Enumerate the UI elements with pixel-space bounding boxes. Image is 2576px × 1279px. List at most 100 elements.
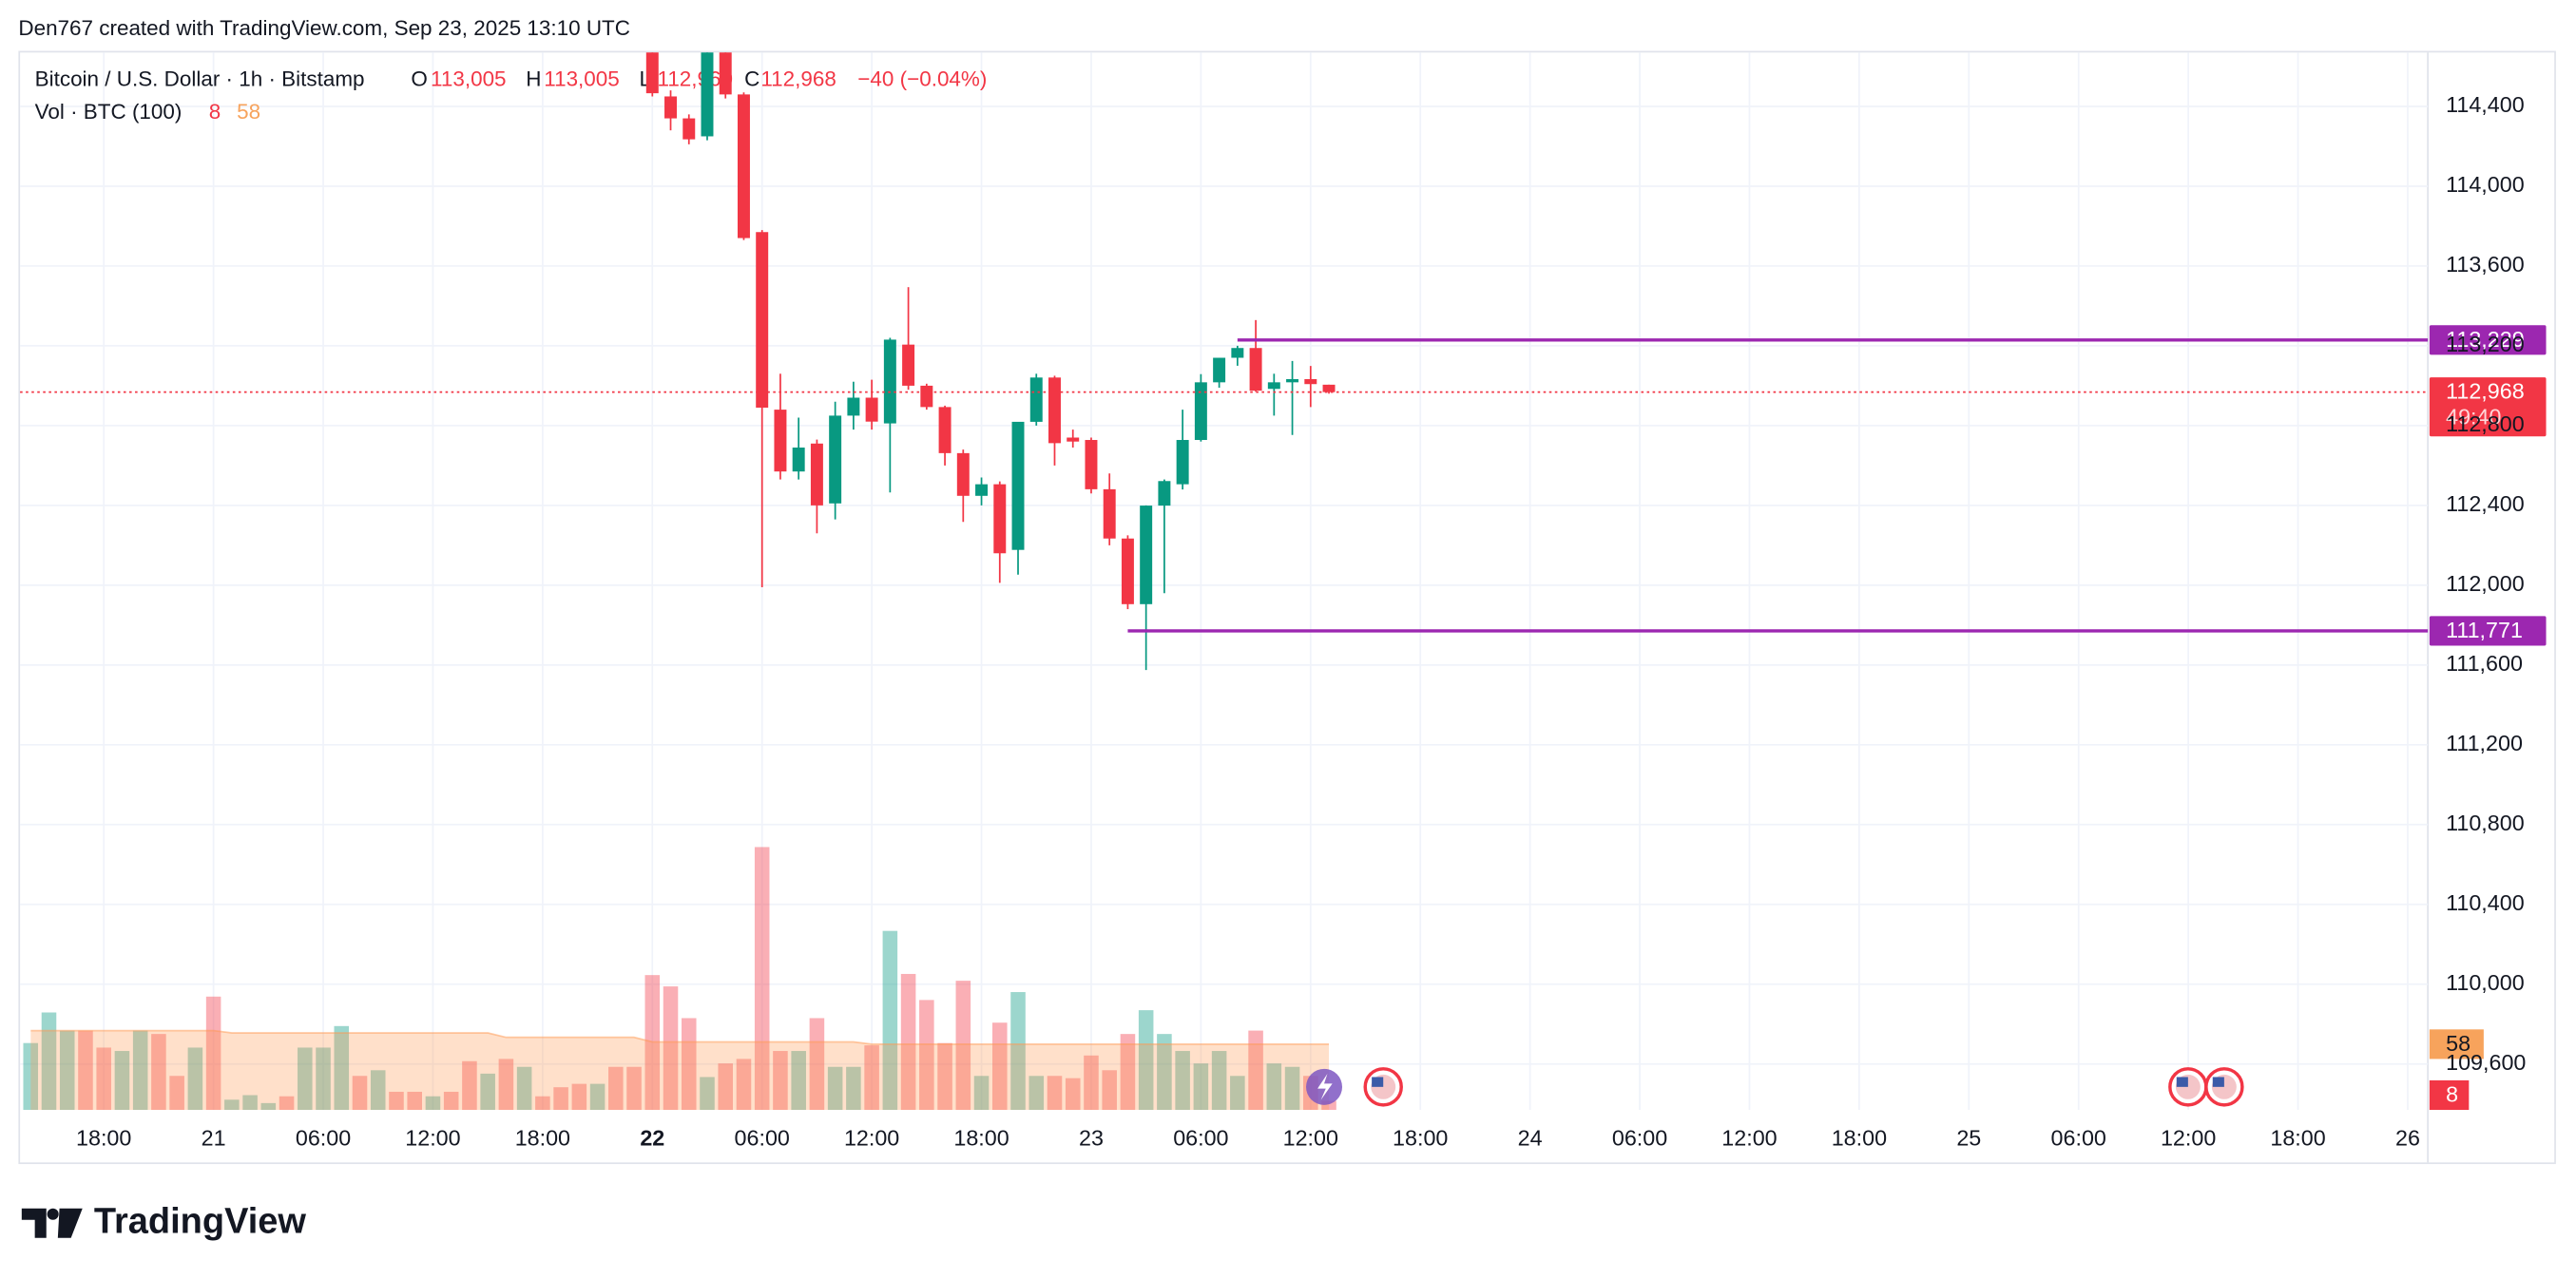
volume-bar xyxy=(608,1066,624,1111)
candle-body xyxy=(701,52,714,137)
volume-bar xyxy=(1084,1055,1099,1111)
last-price-label: 112,968 xyxy=(2446,379,2525,404)
volume-bar xyxy=(516,1066,532,1111)
volume-bar xyxy=(260,1102,277,1111)
volume-bar xyxy=(224,1099,240,1111)
candle-body xyxy=(847,397,860,416)
y-tick-label: 112,000 xyxy=(2446,571,2525,596)
volume-bar xyxy=(1284,1066,1300,1111)
ohlc-key: O xyxy=(411,67,427,91)
volume-bar xyxy=(78,1030,93,1111)
candle-body xyxy=(1140,506,1153,604)
x-tick-label: 12:00 xyxy=(405,1125,460,1150)
x-tick-label: 18:00 xyxy=(76,1125,131,1150)
candle-body xyxy=(664,96,678,119)
candle-body xyxy=(682,118,696,140)
candle-body xyxy=(975,484,989,496)
volume-bar xyxy=(1138,1010,1154,1111)
x-tick-label: 06:00 xyxy=(1612,1125,1667,1150)
y-tick-label: 112,400 xyxy=(2446,491,2525,516)
candle-body xyxy=(1121,538,1134,604)
volume-bar xyxy=(791,1051,806,1111)
candle-body xyxy=(1158,481,1171,506)
y-tick-label: 113,600 xyxy=(2446,252,2525,277)
volume-bar xyxy=(1211,1051,1227,1111)
plot-area xyxy=(23,52,1336,1111)
candle-body xyxy=(1067,437,1080,442)
x-tick-label: 06:00 xyxy=(296,1125,351,1150)
flag-icon xyxy=(2168,1067,2208,1107)
ohlc-value: 113,005 xyxy=(544,67,620,91)
candle-body xyxy=(1322,384,1336,392)
volume-bar xyxy=(242,1095,258,1111)
ohlc-key: C xyxy=(744,67,759,91)
x-tick-label: 12:00 xyxy=(1283,1125,1338,1150)
y-tick-label: 111,600 xyxy=(2446,651,2523,676)
x-tick-label: 18:00 xyxy=(2270,1125,2325,1150)
volume-bar xyxy=(41,1012,57,1111)
volume-bar xyxy=(443,1091,459,1111)
candle-body xyxy=(1085,440,1098,489)
y-tick-label: 113,200 xyxy=(2446,332,2525,356)
volume-bar xyxy=(589,1083,606,1111)
volume-bar xyxy=(900,973,916,1111)
brand-logo: TradingView xyxy=(21,1201,306,1241)
candle-body xyxy=(719,52,732,95)
x-tick-label: 12:00 xyxy=(2161,1125,2216,1150)
event-icons xyxy=(1306,1067,2244,1107)
x-tick-label: 18:00 xyxy=(515,1125,570,1150)
volume-bar xyxy=(846,1066,861,1111)
volume-bar xyxy=(937,1042,952,1111)
y-tick-label: 109,600 xyxy=(2446,1050,2526,1075)
symbol: Bitcoin / U.S. Dollar · 1h · Bitstamp xyxy=(35,67,365,91)
volume-bar xyxy=(1065,1078,1081,1111)
candle-body xyxy=(1231,348,1244,358)
x-tick-label: 12:00 xyxy=(844,1125,899,1150)
volume-bar xyxy=(663,986,679,1111)
candle-body xyxy=(829,415,842,504)
volume-bar xyxy=(498,1059,514,1111)
volume-bar xyxy=(187,1047,203,1111)
x-tick-label: 12:00 xyxy=(1721,1125,1777,1150)
candle-body xyxy=(1029,377,1043,422)
y-tick-label: 112,800 xyxy=(2446,411,2525,436)
volume-bar xyxy=(205,996,221,1111)
volume-ma-line xyxy=(30,1029,1330,1045)
volume-bar xyxy=(151,1034,166,1111)
y-tick-label: 110,800 xyxy=(2446,811,2525,835)
volume-bar xyxy=(1120,1034,1136,1111)
volume-bar xyxy=(718,1063,734,1111)
x-tick-label: 06:00 xyxy=(735,1125,790,1150)
volume-bar xyxy=(1175,1051,1190,1111)
volume-bar xyxy=(571,1083,587,1111)
candle-body xyxy=(956,452,970,496)
volume-bar xyxy=(1266,1063,1282,1111)
volume-bar xyxy=(132,1030,148,1111)
volume-badge xyxy=(2429,1079,2470,1111)
candle-body xyxy=(1249,348,1262,391)
volume-bar xyxy=(882,930,898,1111)
volume-bar xyxy=(754,847,770,1111)
candle-body xyxy=(865,397,878,422)
candle-body xyxy=(737,94,750,239)
volume-bar xyxy=(23,1042,39,1111)
price-badge-label: 113,229 xyxy=(2446,327,2525,352)
volume-bar xyxy=(1248,1030,1263,1111)
volume-ma-area xyxy=(30,1030,1330,1111)
volume-bar xyxy=(480,1073,495,1111)
volume-bar xyxy=(773,1051,788,1111)
x-tick-label: 24 xyxy=(1518,1125,1543,1150)
volume-bar xyxy=(114,1051,130,1111)
event-icon xyxy=(1317,1074,1333,1100)
candle-body xyxy=(883,339,896,424)
volume-bar xyxy=(919,1000,934,1111)
y-tick-label: 114,000 xyxy=(2446,172,2525,197)
volume-bar xyxy=(279,1096,295,1111)
candle-body xyxy=(1048,377,1061,444)
candle-body xyxy=(1286,378,1299,383)
volume-bar xyxy=(1047,1076,1063,1111)
volume-bar xyxy=(462,1060,477,1111)
